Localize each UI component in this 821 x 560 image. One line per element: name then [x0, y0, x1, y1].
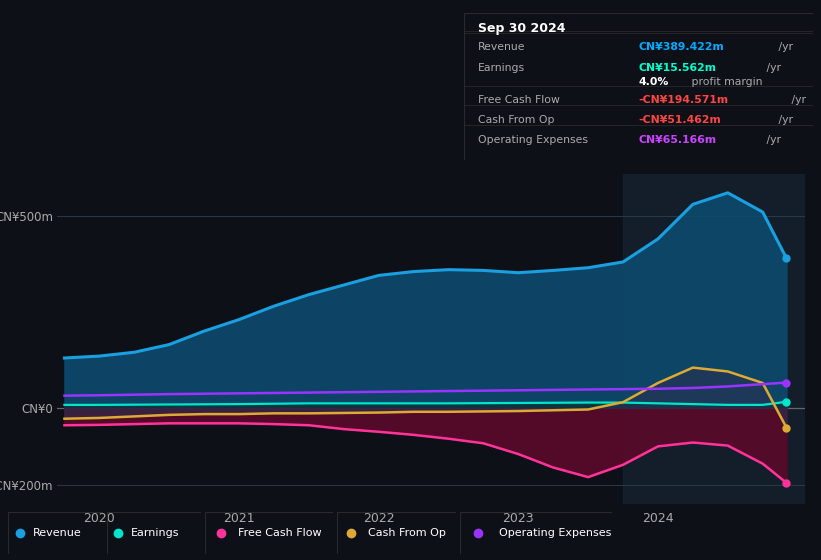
Bar	[623, 174, 805, 504]
Text: Free Cash Flow: Free Cash Flow	[238, 529, 322, 538]
Text: Earnings: Earnings	[478, 63, 525, 73]
Text: Revenue: Revenue	[33, 529, 81, 538]
Text: Cash From Op: Cash From Op	[368, 529, 446, 538]
Text: -CN¥194.571m: -CN¥194.571m	[639, 95, 728, 105]
Text: /yr: /yr	[763, 63, 781, 73]
Text: CN¥389.422m: CN¥389.422m	[639, 42, 724, 52]
Text: Operating Expenses: Operating Expenses	[478, 134, 588, 144]
Text: 4.0%: 4.0%	[639, 77, 668, 87]
Text: CN¥65.166m: CN¥65.166m	[639, 134, 717, 144]
Text: Sep 30 2024: Sep 30 2024	[478, 22, 566, 35]
Text: /yr: /yr	[775, 115, 793, 125]
Text: Operating Expenses: Operating Expenses	[499, 529, 612, 538]
Text: CN¥15.562m: CN¥15.562m	[639, 63, 717, 73]
Text: Earnings: Earnings	[131, 529, 180, 538]
Text: Free Cash Flow: Free Cash Flow	[478, 95, 560, 105]
Text: /yr: /yr	[788, 95, 805, 105]
Text: /yr: /yr	[775, 42, 793, 52]
Text: Revenue: Revenue	[478, 42, 525, 52]
Text: -CN¥51.462m: -CN¥51.462m	[639, 115, 721, 125]
Text: Cash From Op: Cash From Op	[478, 115, 554, 125]
Text: profit margin: profit margin	[688, 77, 763, 87]
Text: /yr: /yr	[763, 134, 781, 144]
